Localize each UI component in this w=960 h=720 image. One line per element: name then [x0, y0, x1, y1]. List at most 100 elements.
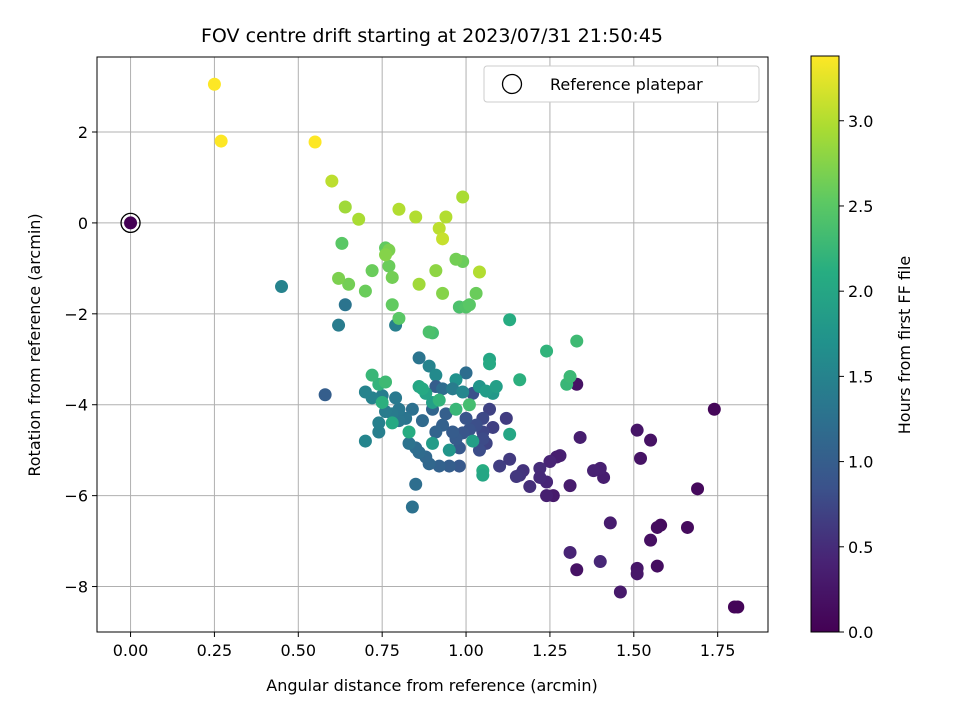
data-point — [462, 298, 476, 312]
data-point — [563, 479, 577, 493]
data-point — [476, 468, 490, 482]
data-point — [439, 407, 453, 421]
reference-platepar-marker — [120, 212, 141, 234]
data-point — [523, 480, 537, 494]
legend-marker — [501, 73, 523, 95]
data-point — [513, 373, 527, 387]
data-point — [352, 212, 366, 226]
data-point — [469, 286, 483, 300]
data-point — [446, 425, 460, 439]
data-point — [392, 202, 406, 216]
data-point — [372, 425, 386, 439]
y-tick-label: 0 — [78, 214, 88, 233]
data-point — [412, 351, 426, 365]
data-point — [385, 416, 399, 430]
data-point — [415, 414, 429, 428]
y-tick-label: −2 — [64, 305, 88, 324]
data-point — [613, 585, 627, 599]
data-point — [476, 432, 490, 446]
data-point — [402, 425, 416, 439]
data-point — [570, 334, 584, 348]
data-point — [486, 420, 500, 434]
colorbar-tick-label: 0.0 — [848, 623, 873, 642]
data-point — [389, 391, 403, 405]
y-tick-label: −4 — [64, 396, 88, 415]
data-point — [409, 210, 423, 224]
data-point — [405, 402, 419, 416]
data-point — [429, 425, 443, 439]
data-point — [630, 423, 644, 437]
data-point — [442, 459, 456, 473]
data-point — [382, 259, 396, 273]
data-point — [644, 533, 658, 547]
data-point — [472, 265, 486, 279]
data-point — [379, 375, 393, 389]
legend-box — [483, 65, 760, 103]
data-point — [318, 388, 332, 402]
data-points — [120, 77, 745, 614]
data-point — [691, 482, 705, 496]
axes: 0.00 0.25 0.50 0.75 1.00 1.25 1.50 1.75 −8 −6 −4 −2… — [64, 123, 735, 660]
data-point — [415, 382, 429, 396]
colorbar-tick-label: 1.5 — [848, 367, 873, 386]
data-point — [479, 384, 493, 398]
data-point — [593, 555, 607, 569]
data-point — [493, 459, 507, 473]
data-point — [563, 370, 577, 384]
data-point — [442, 443, 456, 457]
colorbar-tick-label: 2.5 — [848, 197, 873, 216]
y-tick-label: −6 — [64, 487, 88, 506]
data-point — [432, 459, 446, 473]
data-point — [634, 451, 648, 465]
x-tick-label: 0.75 — [364, 641, 400, 660]
data-point — [412, 277, 426, 291]
data-point — [466, 434, 480, 448]
legend-entry-reference-platepar: Reference platepar — [550, 75, 703, 94]
y-tick-label: 2 — [78, 123, 88, 142]
data-point — [432, 221, 446, 235]
data-point — [325, 174, 339, 188]
colorbar-tick-label: 1.0 — [848, 453, 873, 472]
data-point — [409, 477, 423, 491]
data-point — [587, 464, 601, 478]
data-point — [483, 402, 497, 416]
data-point — [707, 402, 721, 416]
data-point — [472, 443, 486, 457]
x-tick-label: 0.50 — [280, 641, 316, 660]
data-point — [332, 271, 346, 285]
data-point — [422, 325, 436, 339]
data-point — [456, 190, 470, 204]
data-point — [727, 600, 741, 614]
grid — [97, 57, 768, 632]
data-point — [385, 298, 399, 312]
data-point — [456, 385, 470, 399]
x-axis-label: Angular distance from reference (arcmin) — [266, 676, 597, 695]
data-point — [332, 318, 346, 332]
data-point — [405, 500, 419, 514]
data-point — [214, 134, 228, 148]
colorbar-label: Hours from first FF file — [895, 256, 914, 435]
data-point — [365, 368, 379, 382]
data-point — [462, 398, 476, 412]
data-point — [509, 470, 523, 484]
data-point — [459, 411, 473, 425]
data-point — [680, 520, 694, 534]
y-axis-label: Rotation from reference (arcmin) — [25, 213, 44, 476]
data-point — [422, 359, 436, 373]
data-point — [644, 433, 658, 447]
colorbar-tick-label: 2.0 — [848, 282, 873, 301]
data-point — [650, 559, 664, 573]
chart-title: FOV centre drift starting at 2023/07/31 … — [201, 25, 663, 47]
data-point — [449, 402, 463, 416]
data-point — [603, 516, 617, 530]
data-point — [358, 284, 372, 298]
data-point — [342, 277, 356, 291]
colorbar-gradient — [810, 55, 840, 633]
data-point — [436, 232, 450, 246]
data-point — [570, 563, 584, 577]
x-tick-label: 1.00 — [448, 641, 484, 660]
x-tick-label: 1.50 — [616, 641, 652, 660]
data-point — [533, 461, 547, 475]
data-point — [335, 236, 349, 250]
data-point — [432, 393, 446, 407]
